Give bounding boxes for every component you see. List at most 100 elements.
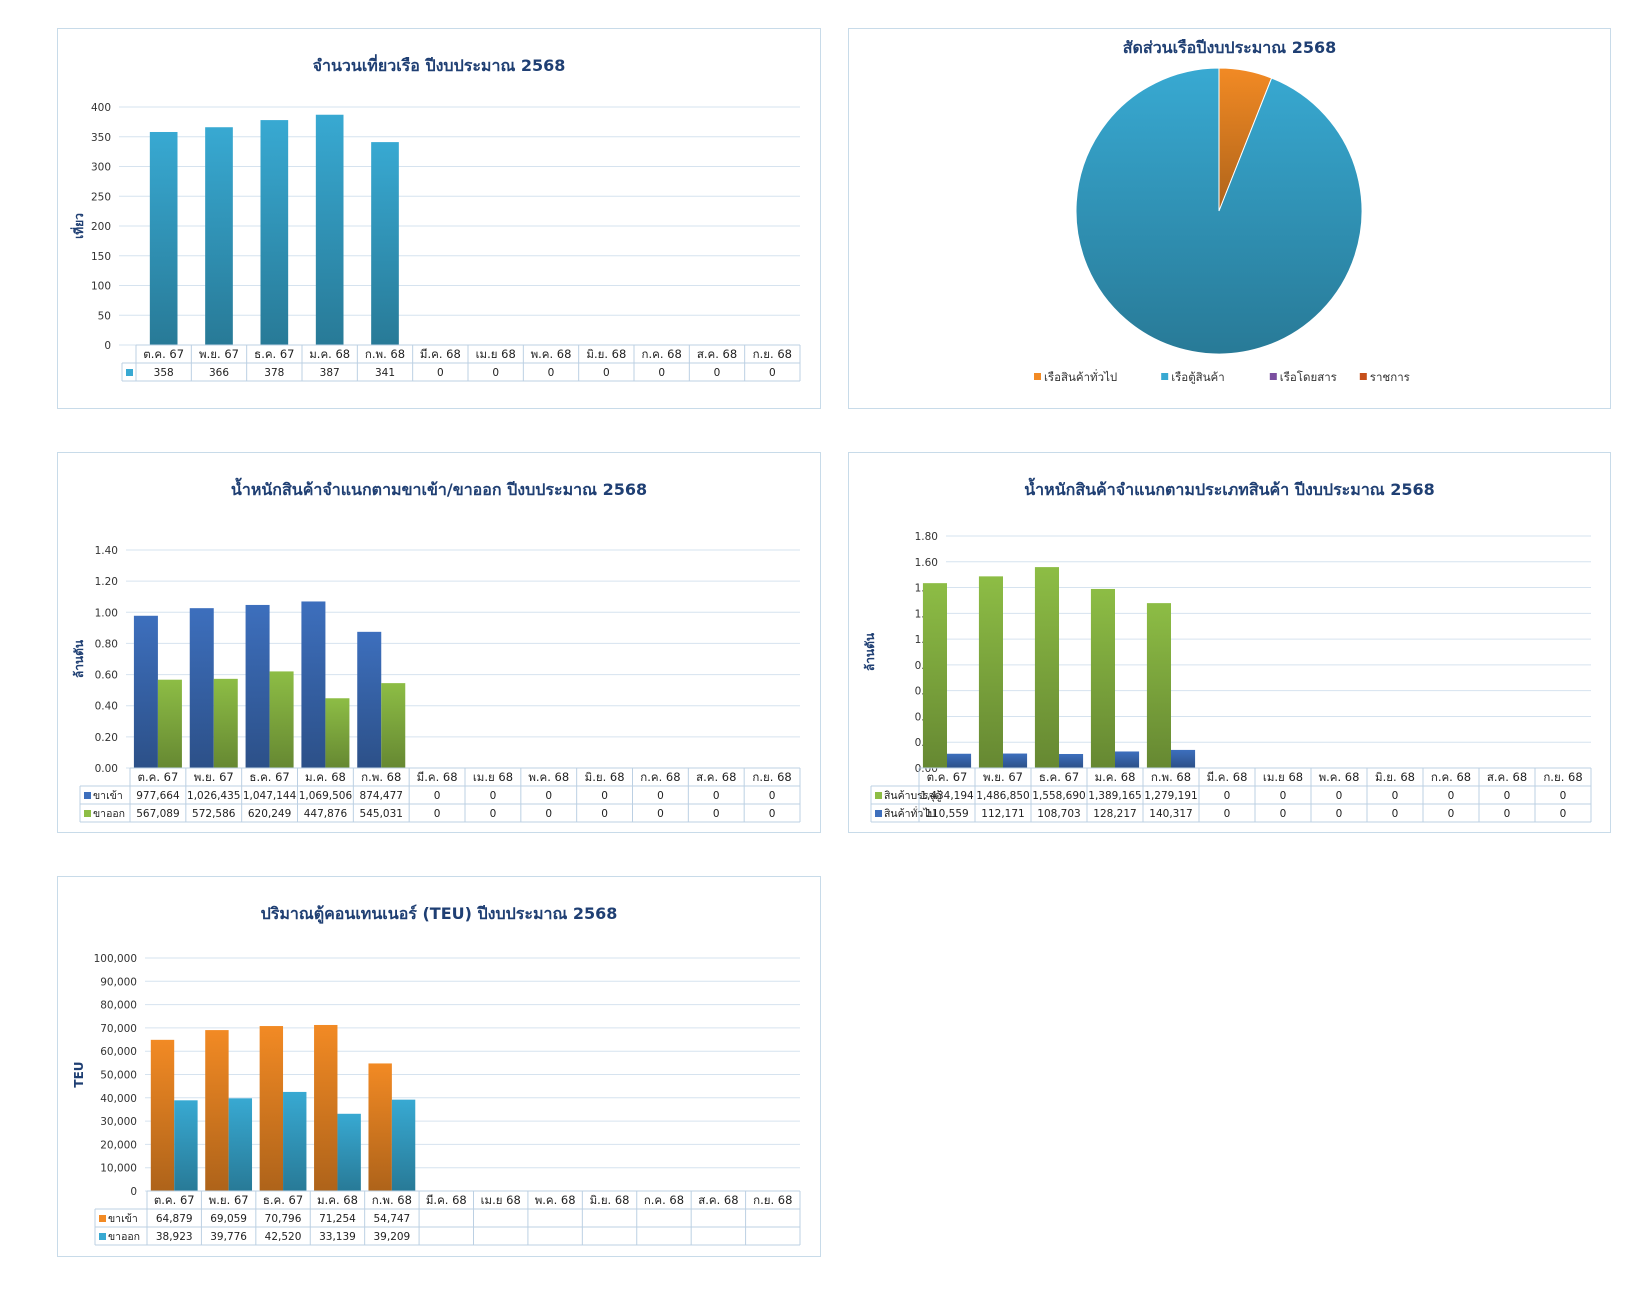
bar bbox=[259, 1026, 284, 1191]
x-tick-label: พ.ค. 68 bbox=[1319, 770, 1360, 784]
data-label: 358 bbox=[154, 367, 174, 379]
y-tick-label: 250 bbox=[91, 191, 111, 203]
y-axis-label: เที่ยว bbox=[70, 213, 86, 239]
chart-svg-teu: ปริมาณตู้คอนเทนเนอร์ (TEU) ปีงบประมาณ 25… bbox=[72, 904, 801, 1246]
data-label: 71,254 bbox=[319, 1213, 356, 1225]
data-label: 0 bbox=[714, 367, 721, 379]
x-tick-label: ก.ค. 68 bbox=[644, 1193, 684, 1207]
x-tick-label: เม.ย 68 bbox=[1263, 770, 1303, 784]
bar bbox=[283, 1091, 307, 1191]
y-tick-label: 80,000 bbox=[100, 1000, 137, 1012]
x-tick-label: ก.ย. 68 bbox=[752, 770, 791, 784]
bar bbox=[301, 601, 326, 768]
bar bbox=[371, 142, 399, 345]
legend-label: ขาออก bbox=[108, 1231, 140, 1243]
data-label: 0 bbox=[1448, 790, 1455, 802]
data-label: 38,923 bbox=[156, 1231, 193, 1243]
y-tick-label: 1.00 bbox=[95, 607, 118, 619]
x-tick-label: ม.ค. 68 bbox=[1095, 770, 1136, 784]
x-tick-label: ก.พ. 68 bbox=[1151, 770, 1191, 784]
chart-title: สัดส่วนเรือปีงบประมาณ 2568 bbox=[1123, 38, 1336, 57]
data-label: 0 bbox=[603, 367, 610, 379]
x-tick-label: ม.ค. 68 bbox=[309, 347, 350, 361]
x-tick-label: พ.ย. 67 bbox=[209, 1193, 249, 1207]
legend-label: สินค้าทั่วไป bbox=[884, 806, 936, 820]
bar bbox=[368, 1063, 392, 1191]
x-tick-label: มี.ค. 68 bbox=[426, 1193, 467, 1207]
x-tick-label: มิ.ย. 68 bbox=[1375, 770, 1415, 784]
data-label: 110,559 bbox=[925, 808, 968, 820]
x-tick-label: ก.ย. 68 bbox=[753, 1193, 792, 1207]
legend-label: ขาเข้า bbox=[108, 1213, 138, 1225]
bar bbox=[133, 615, 158, 768]
legend-swatch bbox=[875, 792, 882, 799]
data-label: 0 bbox=[548, 367, 555, 379]
x-tick-label: มี.ค. 68 bbox=[420, 347, 461, 361]
x-tick-label: พ.ค. 68 bbox=[528, 770, 569, 784]
bar bbox=[149, 131, 178, 345]
data-label: 1,558,690 bbox=[1032, 790, 1085, 802]
data-label: 0 bbox=[769, 808, 776, 820]
x-tick-label: ส.ค. 68 bbox=[698, 1193, 738, 1207]
x-tick-label: ม.ค. 68 bbox=[305, 770, 346, 784]
x-tick-label: ธ.ค. 67 bbox=[254, 347, 294, 361]
data-label: 1,279,191 bbox=[1144, 790, 1197, 802]
x-tick-label: เม.ย 68 bbox=[481, 1193, 521, 1207]
data-label: 1,047,144 bbox=[243, 790, 297, 802]
y-tick-label: 40,000 bbox=[100, 1093, 137, 1105]
y-tick-label: 0.40 bbox=[95, 701, 118, 713]
chart-title: จำนวนเที่ยวเรือ ปีงบประมาณ 2568 bbox=[313, 54, 566, 75]
data-label: 0 bbox=[1280, 808, 1287, 820]
x-tick-label: มิ.ย. 68 bbox=[586, 347, 626, 361]
data-label: 0 bbox=[657, 790, 664, 802]
data-label: 447,876 bbox=[304, 808, 348, 820]
bar bbox=[381, 683, 406, 768]
chart-title: น้ำหนักสินค้าจำแนกตามขาเข้า/ขาออก ปีงบปร… bbox=[231, 477, 647, 499]
legend-swatch bbox=[84, 810, 91, 817]
y-tick-label: 0 bbox=[104, 340, 111, 352]
data-label: 42,520 bbox=[265, 1231, 302, 1243]
bar bbox=[157, 679, 182, 768]
x-tick-label: พ.ย. 67 bbox=[199, 347, 239, 361]
data-label: 1,389,165 bbox=[1088, 790, 1141, 802]
pie-slice bbox=[1075, 67, 1363, 355]
y-tick-label: 10,000 bbox=[100, 1163, 137, 1175]
legend-swatch bbox=[1269, 373, 1277, 380]
y-tick-label: 200 bbox=[91, 221, 111, 233]
y-tick-label: 1.60 bbox=[915, 557, 938, 569]
data-label: 874,477 bbox=[360, 790, 403, 802]
bar bbox=[1171, 749, 1196, 768]
data-label: 0 bbox=[1560, 808, 1567, 820]
x-tick-label: ธ.ค. 67 bbox=[263, 1193, 303, 1207]
data-label: 70,796 bbox=[265, 1213, 302, 1225]
bar bbox=[205, 1030, 229, 1191]
data-label: 0 bbox=[492, 367, 499, 379]
data-label: 0 bbox=[437, 367, 444, 379]
chart-title: น้ำหนักสินค้าจำแนกตามประเภทสินค้า ปีงบปร… bbox=[1024, 477, 1435, 499]
data-label: 620,249 bbox=[248, 808, 291, 820]
bar bbox=[213, 678, 238, 768]
data-label: 0 bbox=[545, 790, 552, 802]
x-tick-label: ม.ค. 68 bbox=[317, 1193, 358, 1207]
data-label: 0 bbox=[769, 367, 776, 379]
x-tick-label: ก.ย. 68 bbox=[1543, 770, 1582, 784]
bar bbox=[1059, 753, 1084, 768]
data-label: 64,879 bbox=[156, 1213, 193, 1225]
bar bbox=[314, 1024, 338, 1191]
chart-panel-type: น้ำหนักสินค้าจำแนกตามประเภทสินค้า ปีงบปร… bbox=[848, 452, 1611, 833]
x-tick-label: พ.ย. 67 bbox=[194, 770, 234, 784]
data-label: 0 bbox=[1392, 790, 1399, 802]
y-axis-label: ล้านตัน bbox=[72, 639, 86, 678]
legend-label: ราชการ bbox=[1370, 370, 1410, 384]
data-label: 69,059 bbox=[210, 1213, 247, 1225]
y-tick-label: 0.20 bbox=[95, 732, 118, 744]
data-label: 0 bbox=[434, 808, 441, 820]
data-label: 0 bbox=[1560, 790, 1567, 802]
x-tick-label: มิ.ย. 68 bbox=[585, 770, 625, 784]
y-tick-label: 50 bbox=[98, 310, 111, 322]
data-label: 54,747 bbox=[374, 1213, 411, 1225]
bar bbox=[337, 1113, 361, 1191]
bar bbox=[1003, 753, 1028, 768]
y-tick-label: 350 bbox=[91, 132, 111, 144]
data-label: 545,031 bbox=[360, 808, 403, 820]
